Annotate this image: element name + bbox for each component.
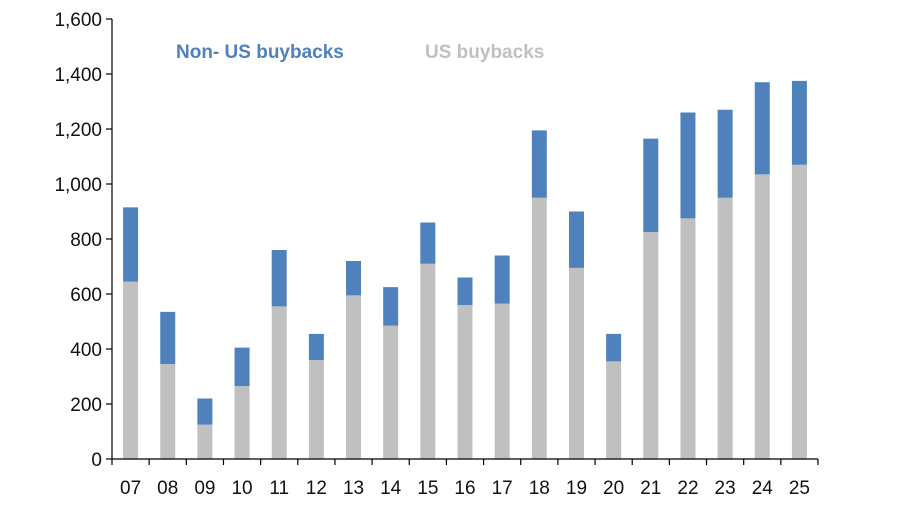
bar-non-us-16 bbox=[457, 277, 473, 305]
x-tick-label: 15 bbox=[417, 478, 438, 499]
bar-non-us-10 bbox=[234, 347, 250, 387]
bar-non-us-11 bbox=[271, 250, 287, 307]
bar-us-22 bbox=[680, 218, 696, 460]
bar-us-18 bbox=[531, 197, 547, 459]
x-tick-label: 08 bbox=[157, 478, 178, 499]
x-tick-label: 18 bbox=[529, 478, 550, 499]
bar-non-us-19 bbox=[568, 211, 584, 268]
x-tick-label: 19 bbox=[566, 478, 587, 499]
bar-us-17 bbox=[494, 303, 510, 460]
bar-non-us-12 bbox=[308, 333, 324, 361]
x-tick-label: 23 bbox=[715, 478, 736, 499]
y-tick-label: 1,400 bbox=[54, 65, 102, 86]
x-tick-label: 13 bbox=[343, 478, 364, 499]
axes-layer: 0 200 400 600 800 1,000 1,200 1,400 1,600 07 08 09 1… bbox=[54, 10, 819, 499]
y-tick-label: 800 bbox=[70, 230, 102, 251]
y-tick-label: 400 bbox=[70, 340, 102, 361]
bar-non-us-24 bbox=[754, 82, 770, 175]
x-tick-label: 09 bbox=[194, 478, 215, 499]
x-tick-label: 17 bbox=[492, 478, 513, 499]
x-tick-label: 14 bbox=[380, 478, 402, 499]
x-tick-label: 22 bbox=[677, 478, 698, 499]
bar-us-15 bbox=[420, 263, 436, 459]
bar-us-13 bbox=[346, 295, 362, 460]
bar-us-24 bbox=[754, 174, 770, 460]
bar-us-09 bbox=[197, 424, 213, 460]
x-tick-label: 20 bbox=[603, 478, 624, 499]
y-tick-label: 600 bbox=[70, 285, 102, 306]
legend: Non- US buybacks US buybacks bbox=[176, 42, 544, 63]
bar-non-us-09 bbox=[197, 398, 213, 425]
y-tick-label: 0 bbox=[91, 450, 102, 471]
bar-non-us-13 bbox=[346, 261, 362, 296]
x-tick-label: 21 bbox=[640, 478, 661, 499]
y-tick-label: 200 bbox=[70, 395, 102, 416]
x-tick-label: 25 bbox=[789, 478, 810, 499]
bar-non-us-21 bbox=[643, 138, 659, 233]
legend-label-us-buybacks: US buybacks bbox=[425, 42, 544, 63]
bar-non-us-07 bbox=[123, 207, 139, 282]
bar-non-us-17 bbox=[494, 255, 510, 304]
bar-us-12 bbox=[308, 360, 324, 459]
bar-us-25 bbox=[791, 164, 807, 459]
bar-non-us-23 bbox=[717, 109, 733, 198]
bar-us-10 bbox=[234, 386, 250, 460]
legend-label-non-us-buybacks: Non- US buybacks bbox=[176, 42, 344, 63]
x-tick-label: 10 bbox=[231, 478, 252, 499]
bar-non-us-20 bbox=[606, 333, 622, 362]
bar-us-08 bbox=[160, 364, 176, 460]
bar-non-us-14 bbox=[383, 287, 399, 326]
bar-us-16 bbox=[457, 305, 473, 459]
bar-us-07 bbox=[123, 281, 139, 460]
x-tick-label: 12 bbox=[306, 478, 327, 499]
x-tick-label: 07 bbox=[120, 478, 141, 499]
bar-non-us-22 bbox=[680, 112, 696, 219]
bars-layer bbox=[123, 80, 807, 460]
bar-non-us-08 bbox=[160, 311, 176, 365]
bar-us-11 bbox=[271, 306, 287, 460]
x-tick-label: 24 bbox=[752, 478, 774, 499]
bar-non-us-15 bbox=[420, 222, 436, 264]
bar-us-20 bbox=[606, 361, 622, 460]
bar-us-21 bbox=[643, 232, 659, 460]
bar-non-us-18 bbox=[531, 130, 547, 198]
bar-us-23 bbox=[717, 197, 733, 459]
x-tick-label: 16 bbox=[454, 478, 475, 499]
bar-us-14 bbox=[383, 325, 399, 460]
bar-non-us-25 bbox=[791, 80, 807, 165]
x-tick-label: 11 bbox=[269, 478, 289, 499]
y-tick-label: 1,200 bbox=[54, 120, 102, 141]
y-tick-label: 1,600 bbox=[54, 10, 102, 31]
bar-us-19 bbox=[568, 267, 584, 460]
y-tick-label: 1,000 bbox=[54, 175, 102, 196]
